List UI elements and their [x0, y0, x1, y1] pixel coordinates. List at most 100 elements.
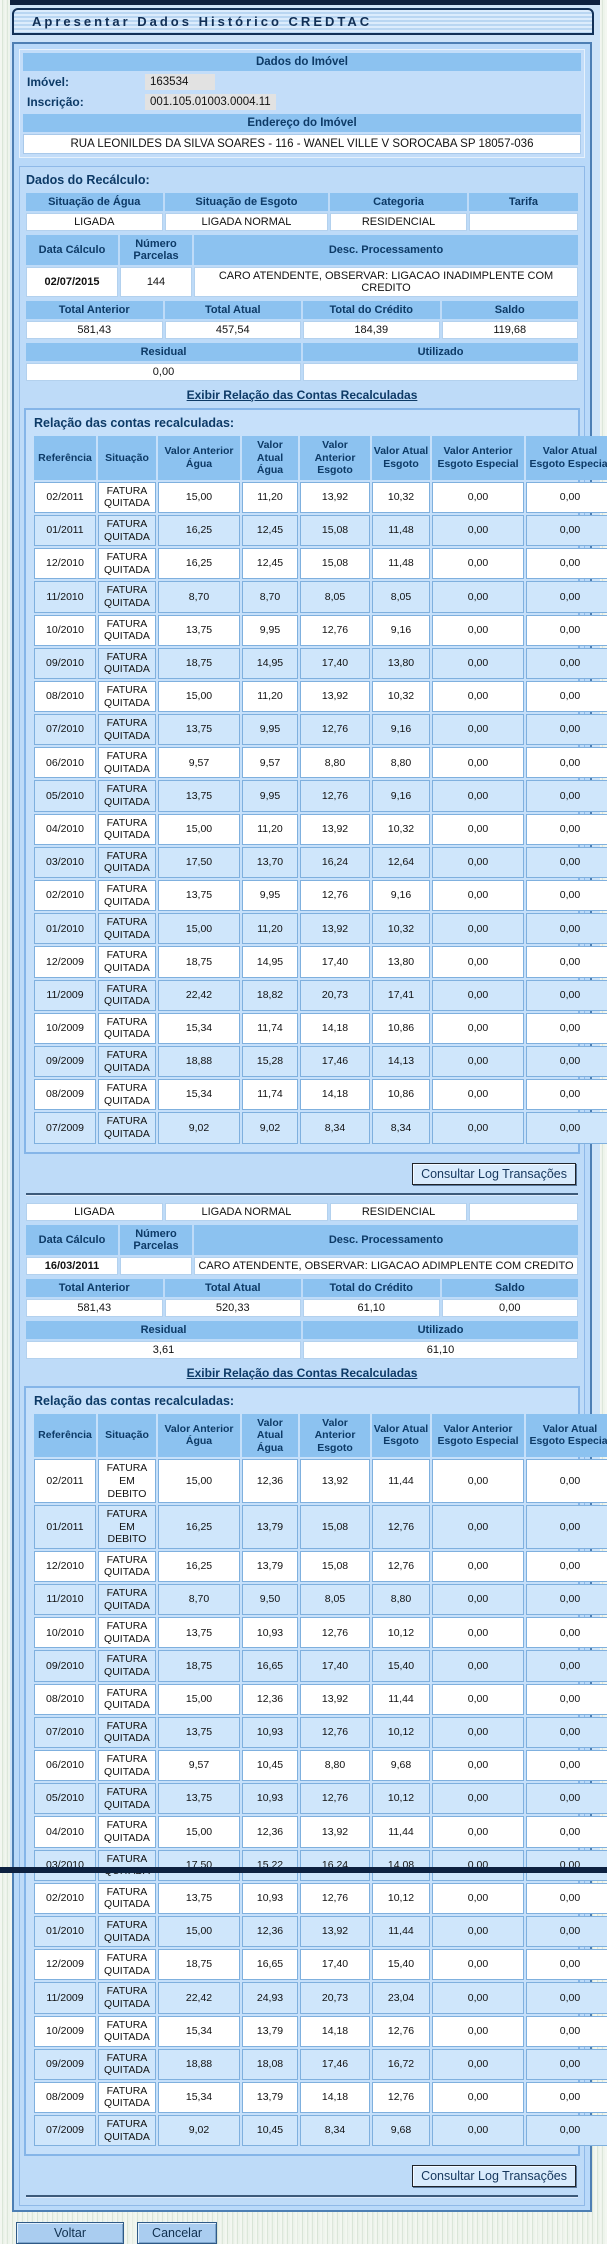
table-cell: 0,00 [526, 2115, 607, 2147]
total-anterior-value: 581,43 [26, 1298, 163, 1317]
table-cell: 0,00 [432, 2081, 524, 2114]
table-cell: 9,95 [242, 780, 298, 812]
table-cell: 10,93 [242, 1716, 298, 1748]
table-cell: 01/2010 [34, 1915, 96, 1948]
table-cell: 12,76 [300, 1882, 370, 1914]
parcels-value: 144 [120, 267, 192, 297]
calc-values-row: 16/03/2011 CARO ATENDENTE, OBSERVAR: LIG… [26, 1256, 578, 1275]
table-cell: FATURA QUITADA [98, 1617, 156, 1649]
table-cell: FATURA QUITADA [98, 780, 156, 812]
consult-log-button[interactable]: Consultar Log Transações [412, 1162, 576, 1185]
table-cell: 12,76 [300, 880, 370, 912]
table-cell: 0,00 [432, 1783, 524, 1815]
table-cell: FATURA QUITADA [98, 1816, 156, 1848]
utilizado-value [303, 363, 578, 381]
table-row: 02/2010 FATURA QUITADA 13,75 10,93 12,76 10,1… [34, 1882, 607, 1914]
table-cell: FATURA QUITADA [98, 514, 156, 547]
address-value: RUA LEONILDES DA SILVA SOARES - 116 - WA… [23, 134, 581, 154]
block-divider [26, 1192, 578, 1195]
column-header: Valor Atual Água [242, 1413, 298, 1458]
table-cell: 17,50 [158, 846, 240, 879]
table-cell: 12/2010 [34, 548, 96, 580]
table-cell: 9,16 [372, 614, 430, 646]
calc-table-1: Data Cálculo Número Parcelas Desc. Process… [24, 233, 580, 299]
table-cell: 0,00 [526, 1459, 607, 1504]
table-cell: 8,05 [372, 581, 430, 613]
table-cell: 12,36 [242, 1459, 298, 1504]
table-cell: FATURA QUITADA [98, 548, 156, 580]
table-cell: 13,92 [300, 1915, 370, 1948]
table-cell: 18,75 [158, 647, 240, 679]
table-cell: 0,00 [432, 979, 524, 1011]
table-cell: 11,48 [372, 548, 430, 580]
table-cell: 0,00 [432, 481, 524, 513]
table-cell: FATURA QUITADA [98, 581, 156, 613]
table-row: 01/2011 FATURA EM DEBITO 16,25 13,79 15,08 12… [34, 1505, 607, 1549]
table-cell: 0,00 [432, 1112, 524, 1144]
table-cell: FATURA QUITADA [98, 946, 156, 978]
table-cell: 9,95 [242, 614, 298, 646]
table-cell: 15,00 [158, 813, 240, 845]
consult-log-button[interactable]: Consultar Log Transações [412, 2165, 576, 2188]
table-cell: 12,76 [300, 780, 370, 812]
processing-value: CARO ATENDENTE, OBSERVAR: LIGACAO INADIM… [194, 267, 578, 297]
table-cell: 0,00 [432, 1882, 524, 1914]
table-cell: 0,00 [526, 1683, 607, 1715]
table-row: 11/2009 FATURA QUITADA 22,42 24,93 20,73 23,0… [34, 1982, 607, 2014]
table-cell: FATURA QUITADA [98, 2048, 156, 2080]
totals-table-2: Total Anterior Total Atual Total do Crédit… [24, 1277, 580, 1319]
cancelar-button[interactable]: Cancelar [137, 2222, 218, 2244]
column-header: Valor Anterior Esgoto [300, 436, 370, 480]
table-row: 09/2009 FATURA QUITADA 18,88 15,28 17,46 14,1… [34, 1045, 607, 1078]
table-cell: 0,00 [526, 1750, 607, 1782]
accounts-table-1: Referência Situação Valor Anterior Água Val… [32, 434, 607, 1146]
table-cell: 14,95 [242, 647, 298, 679]
table-cell: 8,34 [300, 1112, 370, 1144]
residual-table-1: Residual Utilizado 0,00 [24, 341, 580, 383]
table-cell: FATURA QUITADA [98, 813, 156, 845]
table-cell: 11/2009 [34, 979, 96, 1011]
table-cell: 12,76 [300, 614, 370, 646]
table-cell: 11,20 [242, 913, 298, 945]
table-cell: 09/2009 [34, 2048, 96, 2080]
situacao-esgoto-value: LIGADA NORMAL [164, 213, 329, 231]
table-row: 05/2010 FATURA QUITADA 13,75 10,93 12,76 10,1… [34, 1783, 607, 1815]
table-cell: 0,00 [526, 780, 607, 812]
table-cell: 0,00 [526, 1783, 607, 1815]
table-cell: 0,00 [432, 581, 524, 613]
table-cell: 0,00 [526, 1505, 607, 1549]
table-cell: 11,44 [372, 1459, 430, 1504]
column-header: Desc. Processamento [194, 235, 578, 265]
table-cell: 0,00 [432, 1683, 524, 1715]
table-cell: FATURA QUITADA [98, 747, 156, 779]
table-cell: 0,00 [526, 1079, 607, 1111]
table-cell: 08/2010 [34, 1683, 96, 1715]
table-cell: 12,76 [300, 1783, 370, 1815]
recalc-section-label: Dados do Recálculo: [26, 173, 150, 187]
table-row: 10/2010 FATURA QUITADA 13,75 10,93 12,76 10,1… [34, 1617, 607, 1649]
table-cell: 16,65 [242, 1949, 298, 1981]
table-cell: 0,00 [526, 1584, 607, 1616]
table-cell: 11,74 [242, 1012, 298, 1044]
parcels-value [120, 1256, 192, 1275]
table-cell: 8,80 [372, 747, 430, 779]
table-cell: 12,76 [372, 2081, 430, 2114]
table-cell: 17,41 [372, 979, 430, 1011]
table-cell: 15,00 [158, 913, 240, 945]
table-cell: 9,16 [372, 880, 430, 912]
table-cell: FATURA QUITADA [98, 2081, 156, 2114]
table-cell: 15,28 [242, 1045, 298, 1078]
table-cell: 0,00 [526, 614, 607, 646]
table-cell: 01/2011 [34, 1505, 96, 1549]
voltar-button[interactable]: Voltar [16, 2222, 124, 2244]
table-cell: 13,80 [372, 647, 430, 679]
show-accounts-link[interactable]: Exibir Relação das Contas Recalculadas [186, 388, 418, 402]
table-cell: 8,34 [372, 1112, 430, 1144]
table-cell: 07/2009 [34, 2115, 96, 2147]
table-cell: 11/2010 [34, 1584, 96, 1616]
table-cell: 12,45 [242, 548, 298, 580]
show-accounts-link[interactable]: Exibir Relação das Contas Recalculadas [186, 1365, 418, 1380]
table-cell: FATURA QUITADA [98, 1112, 156, 1144]
table-cell: 13,75 [158, 714, 240, 746]
